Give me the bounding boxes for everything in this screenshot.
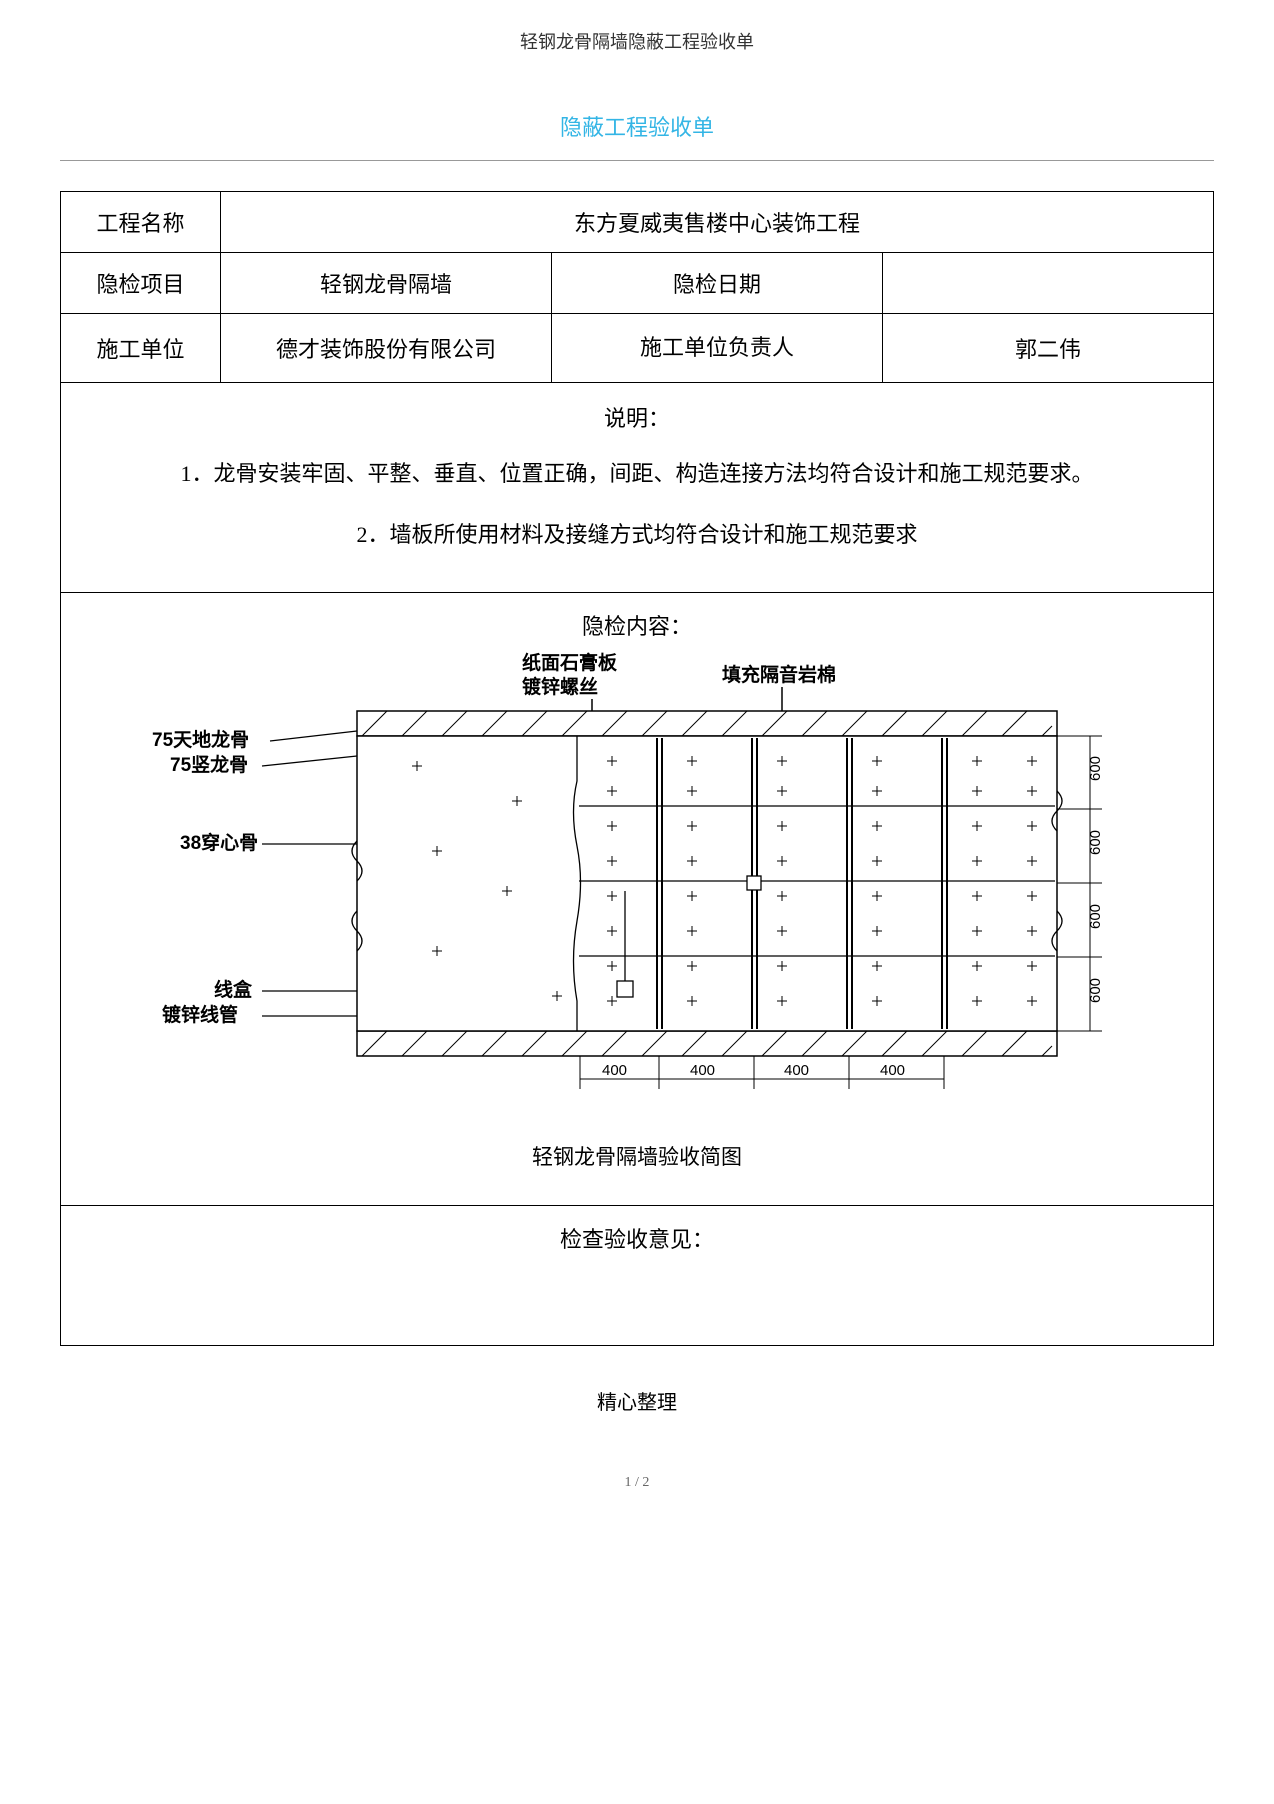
desc-item-1: 1．龙骨安装牢固、平整、垂直、位置正确，间距、构造连接方法均符合设计和施工规范要… — [91, 453, 1183, 495]
opinion-label: 检查验收意见： — [560, 1227, 714, 1252]
label-top-2: 镀锌螺丝 — [522, 675, 598, 698]
item-value: 轻钢龙骨隔墙 — [221, 253, 552, 314]
label-left-3: 38穿心骨 — [180, 831, 258, 854]
document-title: 隐蔽工程验收单 — [60, 60, 1214, 161]
footer-text: 精心整理 — [0, 1346, 1274, 1425]
acceptance-table: 工程名称 东方夏威夷售楼中心装饰工程 隐检项目 轻钢龙骨隔墙 隐检日期 施工单位… — [60, 191, 1214, 1346]
wall-body — [357, 736, 1057, 1031]
right-dimensions: 600 600 600 600 — [1057, 736, 1104, 1031]
bottom-beam — [357, 1031, 1057, 1056]
date-label: 隐检日期 — [552, 253, 883, 314]
svg-text:600: 600 — [1087, 756, 1104, 781]
page-number: 1 / 2 — [0, 1425, 1274, 1511]
top-beam — [357, 711, 1057, 736]
wall-diagram: 纸面石膏板 镀锌螺丝 填充隔音岩棉 75天地龙骨 75竖龙骨 38穿心骨 线盒 … — [132, 651, 1142, 1121]
desc-item-2: 2．墙板所使用材料及接缝方式均符合设计和施工规范要求 — [91, 514, 1183, 556]
junction-box-icon — [617, 981, 633, 997]
page-header-title: 轻钢龙骨隔墙隐蔽工程验收单 — [0, 0, 1274, 60]
label-left-2: 75竖龙骨 — [170, 753, 248, 776]
project-value: 东方夏威夷售楼中心装饰工程 — [221, 192, 1214, 253]
project-label: 工程名称 — [61, 192, 221, 253]
diagram-caption: 轻钢龙骨隔墙验收简图 — [81, 1121, 1193, 1185]
item-label: 隐检项目 — [61, 253, 221, 314]
unit-value: 德才装饰股份有限公司 — [221, 314, 552, 383]
svg-text:400: 400 — [784, 1062, 809, 1079]
leader-value: 郭二伟 — [883, 314, 1214, 383]
diagram-container: 纸面石膏板 镀锌螺丝 填充隔音岩棉 75天地龙骨 75竖龙骨 38穿心骨 线盒 … — [61, 651, 1213, 1205]
label-top-1: 纸面石膏板 — [522, 651, 618, 674]
label-left-5: 镀锌线管 — [162, 1003, 238, 1026]
unit-label: 施工单位 — [61, 314, 221, 383]
label-left-4: 线盒 — [214, 978, 253, 1001]
content-heading: 隐检内容： — [61, 593, 1213, 651]
svg-text:600: 600 — [1087, 830, 1104, 855]
svg-text:600: 600 — [1087, 978, 1104, 1003]
svg-text:400: 400 — [602, 1062, 627, 1079]
label-top-3: 填充隔音岩棉 — [722, 663, 836, 686]
date-value — [883, 253, 1214, 314]
opinion-cell: 检查验收意见： — [61, 1206, 1214, 1346]
svg-text:400: 400 — [690, 1062, 715, 1079]
content-cell: 隐检内容： 纸面石膏板 镀锌螺丝 填充隔音岩棉 75天地龙骨 75竖龙骨 38穿… — [61, 593, 1214, 1206]
desc-heading: 说明： — [91, 401, 1183, 433]
leader-label: 施工单位负责人 — [552, 314, 883, 383]
description-cell: 说明： 1．龙骨安装牢固、平整、垂直、位置正确，间距、构造连接方法均符合设计和施… — [61, 382, 1214, 593]
svg-text:600: 600 — [1087, 904, 1104, 929]
label-left-1: 75天地龙骨 — [152, 728, 249, 751]
svg-text:400: 400 — [880, 1062, 905, 1079]
bottom-dimensions: 400 400 400 400 — [580, 1056, 944, 1089]
